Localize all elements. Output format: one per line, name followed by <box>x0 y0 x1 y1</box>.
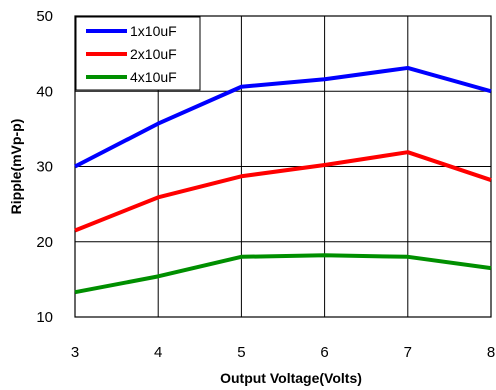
y-tick-label: 40 <box>36 83 53 100</box>
x-tick-label: 7 <box>404 344 412 361</box>
y-tick-labels: 10 20 30 40 50 <box>36 8 53 326</box>
x-tick-label: 6 <box>320 344 328 361</box>
series-layer <box>74 65 492 295</box>
y-tick-label: 30 <box>36 159 53 176</box>
y-tick-label: 20 <box>36 234 53 251</box>
x-tick-labels: 3 4 5 6 7 8 <box>71 344 495 361</box>
series-line-1x10uF <box>74 65 492 169</box>
x-axis-title: Output Voltage(Volts) <box>220 370 362 386</box>
x-tick-label: 3 <box>71 344 79 361</box>
legend: 1x10uF 2x10uF 4x10uF <box>75 16 201 91</box>
x-tick-label: 8 <box>487 344 495 361</box>
legend-label: 2x10uF <box>130 46 177 62</box>
y-axis-title: Ripple(mVp-p) <box>8 119 24 215</box>
series-line-2x10uF <box>74 150 492 233</box>
legend-label: 4x10uF <box>130 69 177 85</box>
x-tick-label: 4 <box>154 344 162 361</box>
legend-label: 1x10uF <box>130 23 177 39</box>
x-tick-label: 5 <box>237 344 245 361</box>
y-tick-label: 10 <box>36 309 53 326</box>
y-tick-label: 50 <box>36 8 53 25</box>
series-line-4x10uF <box>74 253 492 295</box>
